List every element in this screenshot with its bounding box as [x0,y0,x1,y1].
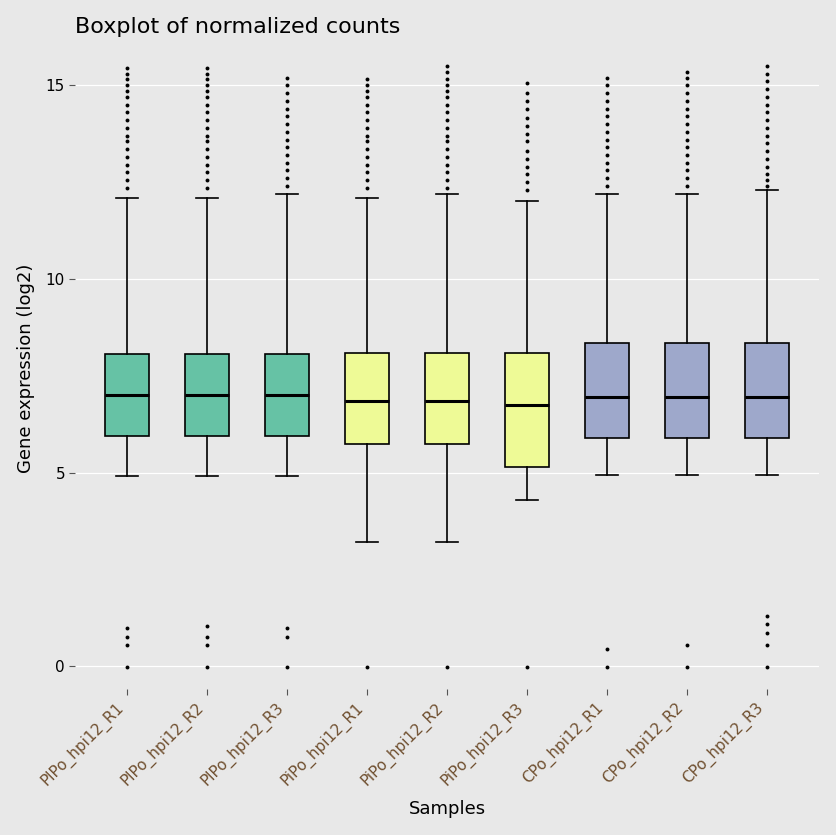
X-axis label: Samples: Samples [409,800,486,818]
Text: Boxplot of normalized counts: Boxplot of normalized counts [75,17,400,37]
Y-axis label: Gene expression (log2): Gene expression (log2) [17,263,34,473]
PathPatch shape [746,343,789,438]
PathPatch shape [345,352,390,443]
PathPatch shape [186,355,229,436]
PathPatch shape [506,352,549,467]
PathPatch shape [426,352,469,443]
PathPatch shape [265,355,309,436]
PathPatch shape [585,343,630,438]
PathPatch shape [105,355,150,436]
PathPatch shape [665,343,710,438]
